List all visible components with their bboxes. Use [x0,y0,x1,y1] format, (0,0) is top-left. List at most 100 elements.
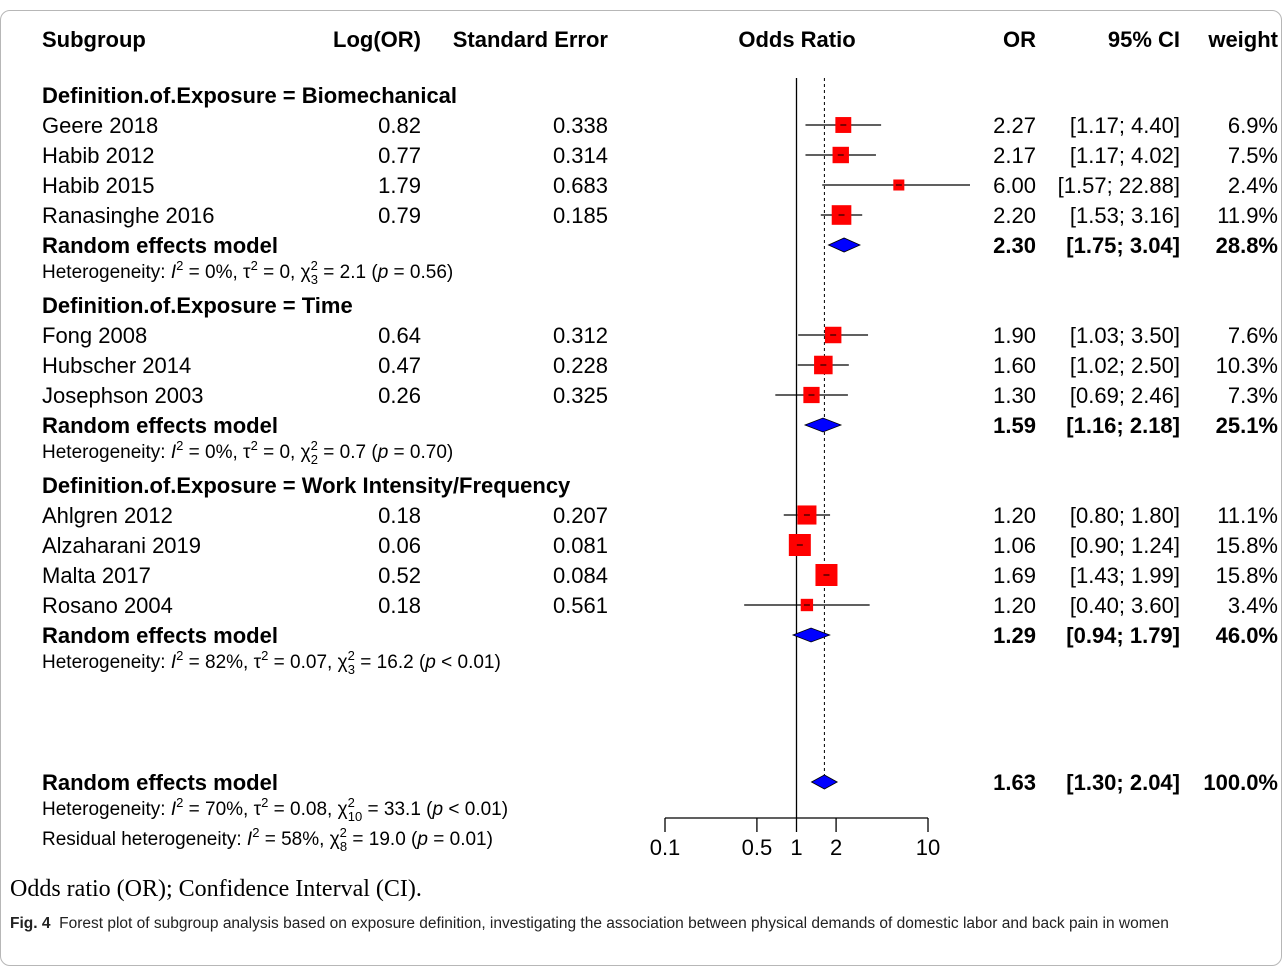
subgroup-heading: Definition.of.Exposure = Time [42,293,353,318]
study-standard-error: 0.228 [553,353,608,378]
x-axis-tick-label: 10 [916,835,940,860]
study-standard-error: 0.338 [553,113,608,138]
x-axis-tick-label: 0.5 [742,835,773,860]
subgroup-model-label: Random effects model [42,413,278,438]
study-logor: 0.26 [378,383,421,408]
study-or: 1.90 [993,323,1036,348]
subgroup-model-or: 1.29 [993,623,1036,648]
study-weight: 6.9% [1228,113,1278,138]
study-weight: 15.8% [1216,533,1278,558]
subgroup-heterogeneity: Heterogeneity: I2 = 0%, τ2 = 0, χ2 3 = 2.… [42,258,453,287]
study-standard-error: 0.683 [553,173,608,198]
subgroup-model-diamond [803,417,843,433]
abbreviation-note: Odds ratio (OR); Confidence Interval (CI… [10,876,422,902]
study-standard-error: 0.081 [553,533,608,558]
study-ci: [1.17; 4.40] [1070,113,1180,138]
study-ci: [1.17; 4.02] [1070,143,1180,168]
header-logor: Log(OR) [333,27,421,52]
study-ci: [1.57; 22.88] [1058,173,1180,198]
figure-caption: Fig. 4 Forest plot of subgroup analysis … [10,913,1275,934]
header-weight: weight [1207,27,1278,52]
study-standard-error: 0.561 [553,593,608,618]
overall-model-ci: [1.30; 2.04] [1066,770,1180,795]
study-logor: 0.52 [378,563,421,588]
overall-model-label: Random effects model [42,770,278,795]
study-logor: 0.82 [378,113,421,138]
study-ci: [0.90; 1.24] [1070,533,1180,558]
study-ci: [1.02; 2.50] [1070,353,1180,378]
study-logor: 0.47 [378,353,421,378]
study-or: 1.60 [993,353,1036,378]
header-subgroup: Subgroup [42,27,146,52]
subgroup-model-or: 2.30 [993,233,1036,258]
study-logor: 0.18 [378,593,421,618]
forest-plot: Subgroup Log(OR) Standard Error Odds Ratio O… [42,27,1279,860]
study-name: Alzaharani 2019 [42,533,201,558]
x-axis-tick-label: 1 [790,835,802,860]
overall-model-diamond [810,774,839,790]
study-or: 1.20 [993,593,1036,618]
study-standard-error: 0.312 [553,323,608,348]
study-name: Rosano 2004 [42,593,173,618]
residual-heterogeneity: Residual heterogeneity: I2 = 58%, χ2 8 = … [42,825,493,854]
study-logor: 0.77 [378,143,421,168]
study-or: 6.00 [993,173,1036,198]
x-axis-tick-label: 0.1 [650,835,681,860]
study-weight: 15.8% [1216,563,1278,588]
study-ci: [1.43; 1.99] [1070,563,1180,588]
overall-heterogeneity: Heterogeneity: I2 = 70%, τ2 = 0.08, χ2 10… [42,795,508,824]
subgroup-model-weight: 46.0% [1216,623,1278,648]
study-standard-error: 0.185 [553,203,608,228]
study-name: Josephson 2003 [42,383,203,408]
study-weight: 11.9% [1217,203,1278,228]
study-ci: [1.03; 3.50] [1070,323,1180,348]
overall-model-weight: 100.0% [1203,770,1278,795]
figure-label: Fig. 4 [10,915,51,932]
study-or: 2.17 [993,143,1036,168]
study-name: Geere 2018 [42,113,158,138]
study-or: 1.20 [993,503,1036,528]
subgroup-heterogeneity: Heterogeneity: I2 = 0%, τ2 = 0, χ2 2 = 0.… [42,438,453,467]
study-logor: 1.79 [378,173,421,198]
subgroup-heading: Definition.of.Exposure = Biomechanical [42,83,457,108]
study-ci: [1.53; 3.16] [1070,203,1180,228]
header-or: OR [1003,27,1036,52]
subgroup-model-ci: [1.75; 3.04] [1066,233,1180,258]
subgroup-model-diamond [827,237,861,253]
subgroup-heterogeneity: Heterogeneity: I2 = 82%, τ2 = 0.07, χ2 3 … [42,648,501,677]
subgroup-model-ci: [0.94; 1.79] [1066,623,1180,648]
header-ci: 95% CI [1108,27,1180,52]
study-name: Malta 2017 [42,563,151,588]
study-weight: 7.3% [1228,383,1278,408]
subgroup-model-diamond [791,627,831,643]
study-logor: 0.64 [378,323,421,348]
study-name: Habib 2012 [42,143,155,168]
subgroup-heterogeneity-text: Heterogeneity: I2 = 0%, τ2 = 0, χ2 3 = 2.… [42,258,453,287]
overall-heterogeneity-text: Heterogeneity: I2 = 70%, τ2 = 0.08, χ2 10… [42,795,508,824]
study-standard-error: 0.325 [553,383,608,408]
subgroup-model-label: Random effects model [42,623,278,648]
study-or: 2.20 [993,203,1036,228]
study-name: Fong 2008 [42,323,147,348]
subgroup-model-or: 1.59 [993,413,1036,438]
study-weight: 11.1% [1217,503,1278,528]
study-ci: [0.40; 3.60] [1070,593,1180,618]
study-logor: 0.06 [378,533,421,558]
header-standard-error: Standard Error [453,27,609,52]
study-logor: 0.79 [378,203,421,228]
study-name: Ranasinghe 2016 [42,203,214,228]
subgroup-heading: Definition.of.Exposure = Work Intensity/… [42,473,571,498]
study-weight: 10.3% [1216,353,1278,378]
header-odds-ratio: Odds Ratio [738,27,855,52]
study-standard-error: 0.207 [553,503,608,528]
x-axis-tick-label: 2 [830,835,842,860]
study-weight: 7.5% [1228,143,1278,168]
study-or: 2.27 [993,113,1036,138]
study-or: 1.30 [993,383,1036,408]
subgroup-model-label: Random effects model [42,233,278,258]
study-standard-error: 0.084 [553,563,608,588]
subgroup-heterogeneity-text: Heterogeneity: I2 = 82%, τ2 = 0.07, χ2 3 … [42,648,501,677]
study-weight: 2.4% [1228,173,1278,198]
subgroup-heterogeneity-text: Heterogeneity: I2 = 0%, τ2 = 0, χ2 2 = 0.… [42,438,453,467]
study-weight: 7.6% [1228,323,1278,348]
